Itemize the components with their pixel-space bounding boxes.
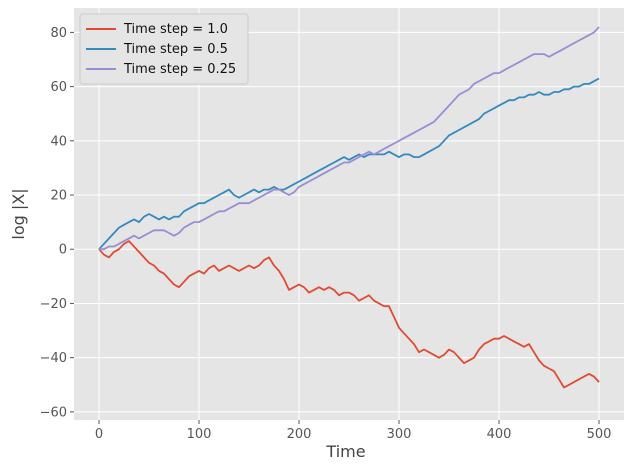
x-tick-label: 300	[387, 427, 412, 442]
y-axis-title: log |X|	[9, 188, 28, 239]
legend-label-series-3: Time step = 0.25	[123, 62, 236, 77]
y-tick-label: 40	[50, 134, 67, 149]
legend: Time step = 1.0 Time step = 0.5 Time ste…	[79, 13, 249, 85]
legend-label-series-2: Time step = 0.5	[123, 42, 228, 57]
y-tick-label: 0	[59, 243, 67, 258]
x-tick-label: 500	[587, 427, 612, 442]
x-axis-ticks: 0 100 200 300 400 500	[95, 420, 612, 442]
series-line-2	[98, 77, 600, 250]
y-tick-label: 20	[50, 189, 67, 204]
y-tick-label: −60	[40, 405, 67, 420]
y-axis-ticks: −60 −40 −20 0 20 40 60 80	[40, 26, 74, 420]
x-axis-title: Time	[325, 442, 365, 461]
x-tick-label: 200	[287, 427, 312, 442]
legend-box	[79, 13, 249, 85]
x-tick-label: 0	[95, 427, 103, 442]
series-line-1	[98, 240, 600, 389]
y-tick-label: 80	[50, 26, 67, 41]
series-line-3	[99, 26, 600, 251]
x-tick-label: 100	[187, 427, 212, 442]
y-tick-label: −40	[40, 351, 67, 366]
series-layer	[98, 26, 600, 389]
y-tick-label: 60	[50, 80, 67, 95]
y-tick-label: −20	[40, 297, 67, 312]
legend-label-series-1: Time step = 1.0	[123, 22, 228, 37]
grid-lines	[74, 8, 624, 420]
x-tick-label: 400	[487, 427, 512, 442]
